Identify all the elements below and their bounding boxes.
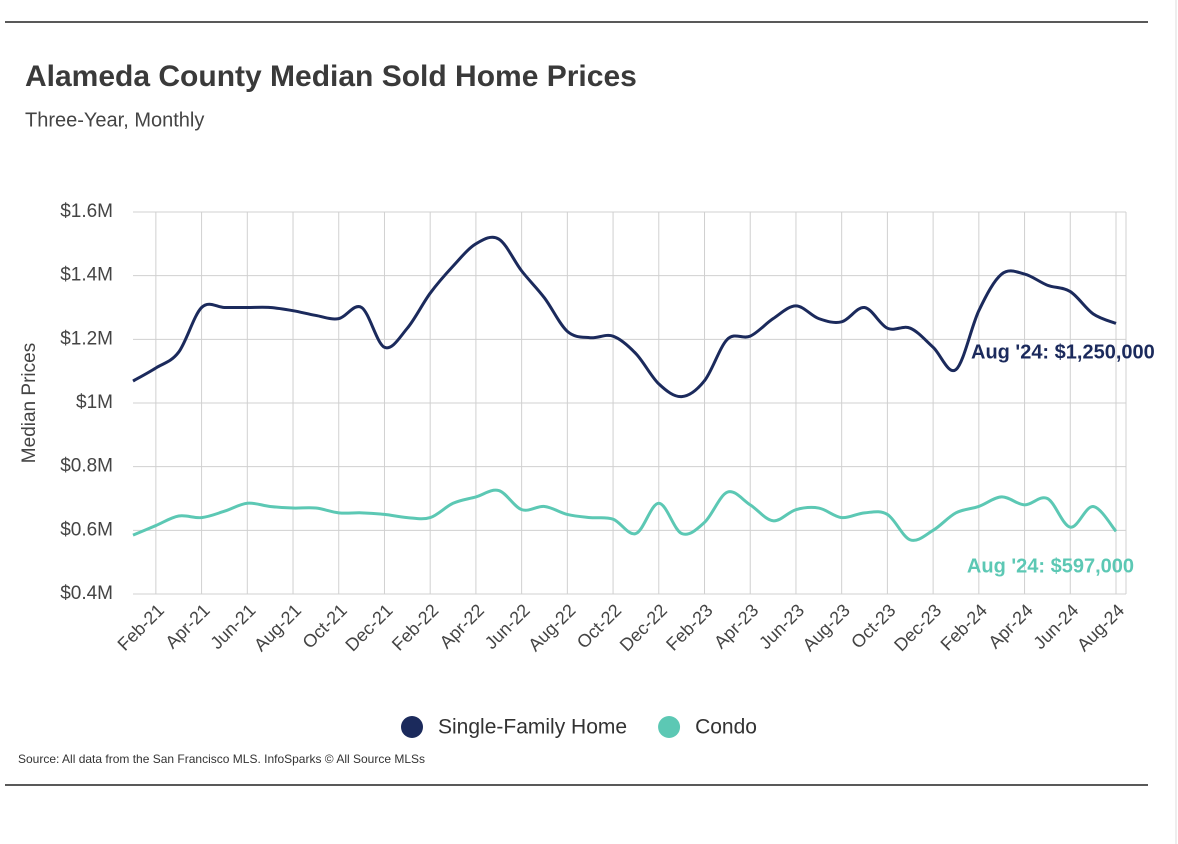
y-tick-label: $1M xyxy=(76,392,113,413)
x-tick-label: Jun-21 xyxy=(206,600,259,653)
x-tick-label: Oct-21 xyxy=(299,600,351,652)
series-line xyxy=(132,488,1118,542)
annotation: Aug '24: $1,250,000 xyxy=(971,342,1155,364)
x-tick-label: Apr-24 xyxy=(984,600,1036,652)
x-tick-label: Apr-22 xyxy=(436,600,488,652)
x-tick-label: Feb-22 xyxy=(388,600,442,654)
x-tick-label: Aug-24 xyxy=(1073,600,1128,655)
source-note: Source: All data from the San Francisco … xyxy=(18,752,425,766)
y-tick-label: $1.4M xyxy=(60,265,113,286)
annotation: Aug '24: $597,000 xyxy=(967,556,1134,578)
x-tick-label: Oct-22 xyxy=(573,600,625,652)
y-tick-label: $1.2M xyxy=(60,328,113,349)
y-tick-label: $0.6M xyxy=(60,519,113,540)
legend-label: Single-Family Home xyxy=(438,716,627,739)
x-tick-label: Feb-21 xyxy=(114,600,168,654)
y-axis-label: Median Prices xyxy=(19,343,40,463)
chart-title: Alameda County Median Sold Home Prices xyxy=(25,60,637,93)
x-tick-label: Feb-23 xyxy=(662,600,716,654)
legend-swatch xyxy=(658,716,681,738)
x-tick-label: Aug-22 xyxy=(524,600,579,655)
x-tick-label: Apr-21 xyxy=(161,600,213,652)
legend-swatch xyxy=(401,716,423,738)
x-tick-label: Feb-24 xyxy=(937,600,991,654)
x-tick-label: Jun-24 xyxy=(1029,600,1082,653)
y-tick-label: $0.8M xyxy=(60,456,113,477)
x-tick-label: Oct-23 xyxy=(847,600,899,652)
x-tick-label: Dec-21 xyxy=(341,600,396,655)
x-tick-label: Dec-23 xyxy=(890,600,945,655)
x-tick-label: Aug-23 xyxy=(799,600,854,655)
x-tick-label: Dec-22 xyxy=(616,600,671,655)
x-tick-label: Apr-23 xyxy=(710,600,762,652)
legend-label: Condo xyxy=(695,716,757,739)
x-tick-label: Jun-22 xyxy=(481,600,534,653)
series-line xyxy=(132,235,1117,399)
y-tick-label: $1.6M xyxy=(60,201,113,222)
x-tick-label: Aug-21 xyxy=(250,600,305,655)
x-tick-label: Jun-23 xyxy=(755,600,808,653)
chart-subtitle: Three-Year, Monthly xyxy=(25,109,204,131)
y-tick-label: $0.4M xyxy=(60,583,113,604)
